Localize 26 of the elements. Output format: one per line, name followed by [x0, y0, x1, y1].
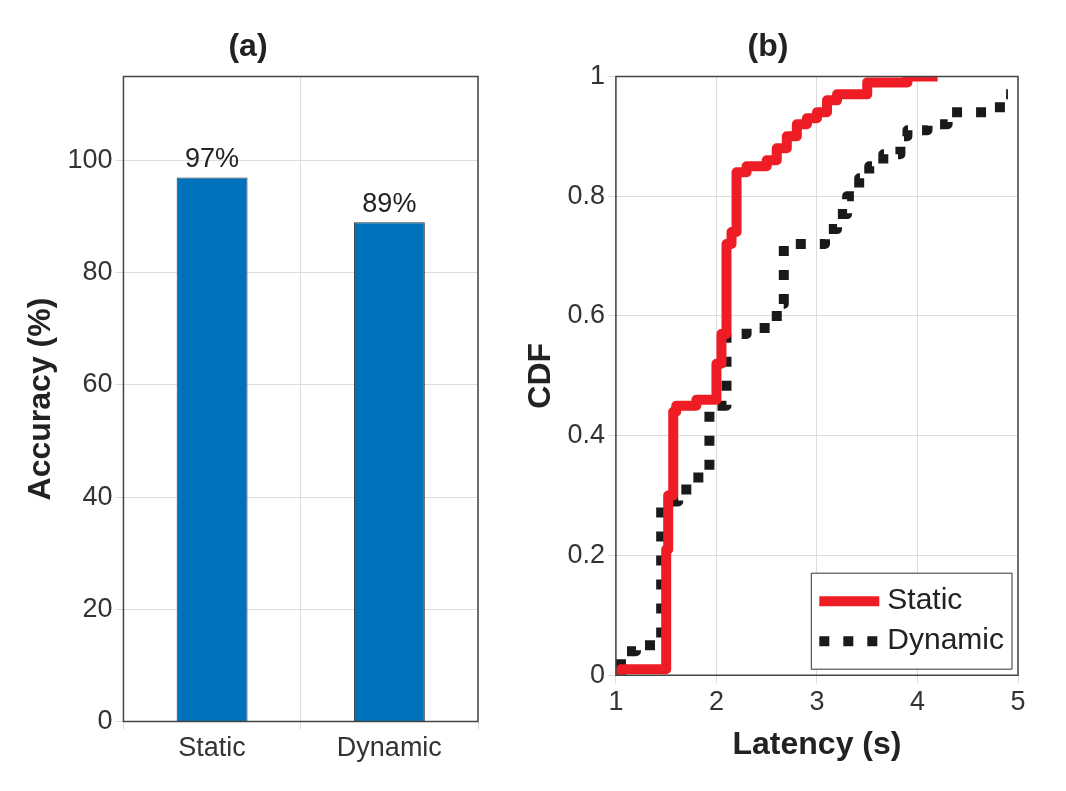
- x-tick-label: 4: [909, 685, 925, 716]
- y-tick-label: 40: [82, 480, 113, 511]
- data-label: 97%: [185, 143, 240, 174]
- y-tick-label: 0: [589, 658, 605, 689]
- y-tick-label: 80: [82, 256, 113, 287]
- y-axis-title: CDF: [521, 342, 558, 409]
- data-label: 89%: [362, 188, 417, 219]
- y-tick-label: 100: [67, 144, 113, 175]
- y-tick-label: 0.4: [567, 419, 605, 450]
- legend-label: Static: [887, 582, 963, 616]
- y-tick-label: 0: [97, 705, 113, 736]
- y-tick-label: 1: [589, 59, 605, 90]
- legend-label: Dynamic: [887, 622, 1005, 656]
- y-tick-label: 0.2: [567, 538, 605, 569]
- x-tick-label: 1: [608, 685, 624, 716]
- y-tick-label: 0.8: [567, 179, 605, 210]
- y-tick-label: 0.6: [567, 299, 605, 330]
- y-tick-label: 20: [82, 592, 113, 623]
- x-tick-label: 5: [1010, 685, 1026, 716]
- y-axis-title: Accuracy (%): [21, 297, 58, 501]
- x-axis-title: Latency (s): [732, 724, 902, 761]
- y-tick-label: 60: [82, 368, 113, 399]
- x-tick-label: 3: [809, 685, 825, 716]
- chart-title: (b): [747, 27, 789, 64]
- x-tick-label: 2: [708, 685, 724, 716]
- chart-title: (a): [228, 27, 268, 64]
